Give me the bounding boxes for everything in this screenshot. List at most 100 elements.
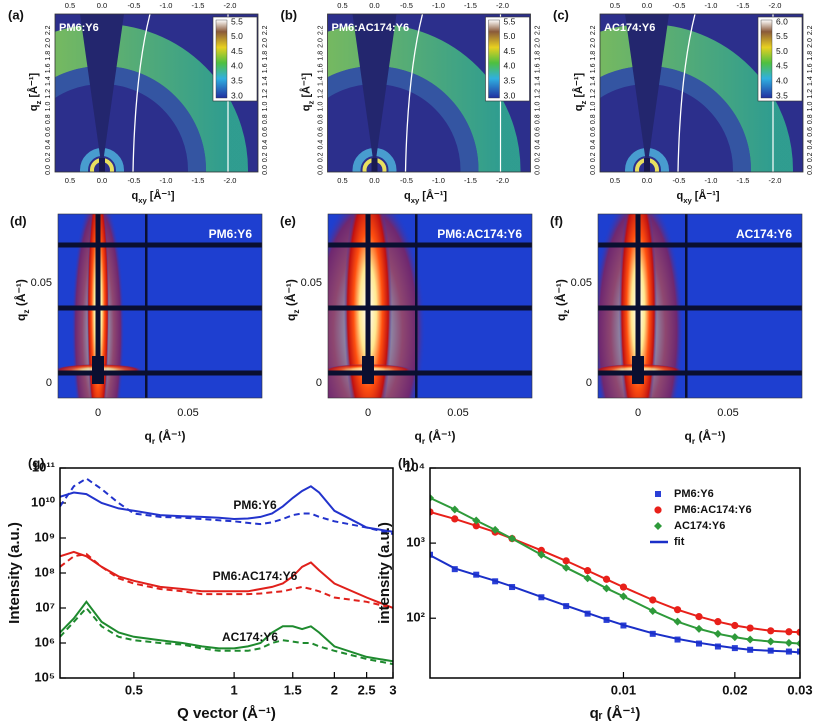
colorbar-label: 4.5 bbox=[776, 61, 788, 71]
y-tick-label: 10⁹ bbox=[34, 529, 55, 544]
image-frame bbox=[327, 213, 533, 399]
label-base: q bbox=[676, 190, 683, 202]
label-sub: r bbox=[152, 436, 156, 446]
qz-right-tick-label: 1.6 bbox=[262, 63, 269, 73]
qz-tick-label: 0.05 bbox=[571, 277, 592, 289]
marker bbox=[619, 592, 628, 601]
qz-tick-label: 2.2 bbox=[45, 25, 52, 35]
qz-right-tick-label: 2.2 bbox=[534, 25, 541, 35]
colorbar-label: 3.5 bbox=[231, 75, 243, 85]
label-base: q bbox=[404, 190, 411, 202]
qz-right-tick-label: 2.0 bbox=[807, 38, 813, 48]
label-unit: [Å⁻¹] bbox=[27, 72, 40, 100]
qz-right-tick-label: 0.6 bbox=[807, 127, 813, 137]
series-line bbox=[430, 554, 800, 654]
qz-tick-label: 0.0 bbox=[590, 165, 597, 175]
gisaxs-image bbox=[58, 214, 262, 398]
marker bbox=[655, 491, 661, 497]
qxy-tick-label: -1.5 bbox=[464, 176, 477, 185]
marker bbox=[508, 534, 517, 543]
marker bbox=[746, 635, 755, 644]
marker bbox=[602, 584, 611, 593]
y-axis-label: qz (Å⁻¹) bbox=[283, 279, 301, 321]
qxy-top-tick-label: -1.0 bbox=[160, 1, 173, 10]
panel-tag: (d) bbox=[10, 213, 27, 228]
marker bbox=[583, 574, 592, 583]
marker bbox=[730, 633, 739, 642]
panel-tag: (g) bbox=[28, 455, 45, 470]
qr-tick-label: 0.05 bbox=[177, 407, 198, 419]
qz-tick-label: 0.4 bbox=[317, 140, 324, 150]
axes-frame bbox=[59, 467, 394, 679]
qz-right-tick-label: 2.2 bbox=[262, 25, 269, 35]
qxy-top-tick-label: 0.5 bbox=[65, 1, 75, 10]
label-unit: [Å⁻¹] bbox=[147, 189, 175, 202]
label-sub: r bbox=[692, 436, 696, 446]
qxy-top-tick-label: 0.0 bbox=[97, 1, 107, 10]
image-frame bbox=[599, 13, 804, 173]
qz-right-tick-label: 0.2 bbox=[807, 152, 813, 162]
marker bbox=[731, 621, 739, 630]
qxy-top-tick-label: -2.0 bbox=[769, 1, 782, 10]
colorbar-label: 3.5 bbox=[504, 75, 516, 85]
marker bbox=[430, 551, 433, 558]
legend-label: AC174:Y6 bbox=[674, 520, 725, 532]
qz-tick-label: 0.2 bbox=[590, 152, 597, 162]
series-line bbox=[60, 600, 393, 663]
colorbar-label: 4.0 bbox=[776, 75, 788, 85]
label-unit: (Å⁻¹) bbox=[283, 279, 298, 309]
gisaxs-image bbox=[598, 214, 802, 398]
qz-tick-label: 0.0 bbox=[317, 165, 324, 175]
label-sub: r bbox=[422, 436, 426, 446]
qxy-tick-label: 0.0 bbox=[97, 176, 107, 185]
qz-right-tick-label: 1.2 bbox=[262, 89, 269, 99]
x-axis-label: qxy [Å⁻¹] bbox=[404, 189, 447, 205]
y-tick-label: 10¹⁰ bbox=[31, 494, 56, 509]
label-base: q bbox=[685, 429, 692, 443]
qz-tick-label: 0.6 bbox=[590, 127, 597, 137]
missing-wedge bbox=[80, 14, 124, 170]
qz-tick-label: 0 bbox=[316, 377, 322, 389]
qr-tick-label: 0.05 bbox=[447, 407, 468, 419]
qz-tick-label: 0.2 bbox=[45, 152, 52, 162]
qz-tick-label: 0.4 bbox=[590, 140, 597, 150]
y-tick-label: 10⁸ bbox=[34, 564, 55, 579]
colorbar-label: 5.5 bbox=[231, 16, 243, 26]
y-axis-label: qz (Å⁻¹) bbox=[13, 279, 31, 321]
sample-label: AC174:Y6 bbox=[604, 22, 655, 34]
marker bbox=[766, 637, 775, 646]
qz-right-tick-label: 2.0 bbox=[534, 38, 541, 48]
marker bbox=[537, 546, 545, 554]
qxy-tick-label: 0.5 bbox=[65, 176, 75, 185]
gisaxs-image bbox=[328, 214, 532, 398]
marker bbox=[673, 606, 682, 614]
missing-wedge bbox=[625, 14, 669, 170]
marker bbox=[450, 505, 459, 514]
qxy-top-tick-label: 0.0 bbox=[642, 1, 652, 10]
qz-tick-label: 1.0 bbox=[317, 102, 324, 112]
detector-gap bbox=[598, 370, 802, 376]
qz-right-tick-label: 2.0 bbox=[262, 38, 269, 48]
detector-gap bbox=[328, 370, 532, 376]
marker bbox=[654, 506, 662, 514]
qz-tick-label: 0.8 bbox=[590, 114, 597, 124]
qz-right-tick-label: 1.0 bbox=[534, 102, 541, 112]
y-tick-label: 10⁴ bbox=[404, 459, 425, 474]
series-line bbox=[60, 606, 393, 666]
colorbar-label: 5.0 bbox=[231, 31, 243, 41]
qz-tick-label: 1.6 bbox=[317, 63, 324, 73]
qr-tick-label: 0.05 bbox=[717, 407, 738, 419]
x-tick-label: 2 bbox=[331, 682, 338, 697]
y-tick-label: 10⁶ bbox=[35, 634, 55, 649]
qz-right-tick-label: 0.0 bbox=[262, 165, 269, 175]
image-frame bbox=[54, 13, 259, 173]
marker bbox=[796, 628, 800, 636]
qz-tick-label: 2.0 bbox=[317, 38, 324, 48]
marker bbox=[673, 617, 682, 626]
detector-gap bbox=[58, 242, 262, 248]
marker bbox=[619, 583, 628, 591]
qz-right-tick-label: 0.8 bbox=[807, 114, 813, 124]
qz-tick-label: 2.2 bbox=[317, 25, 324, 35]
label-base: q bbox=[300, 104, 312, 111]
